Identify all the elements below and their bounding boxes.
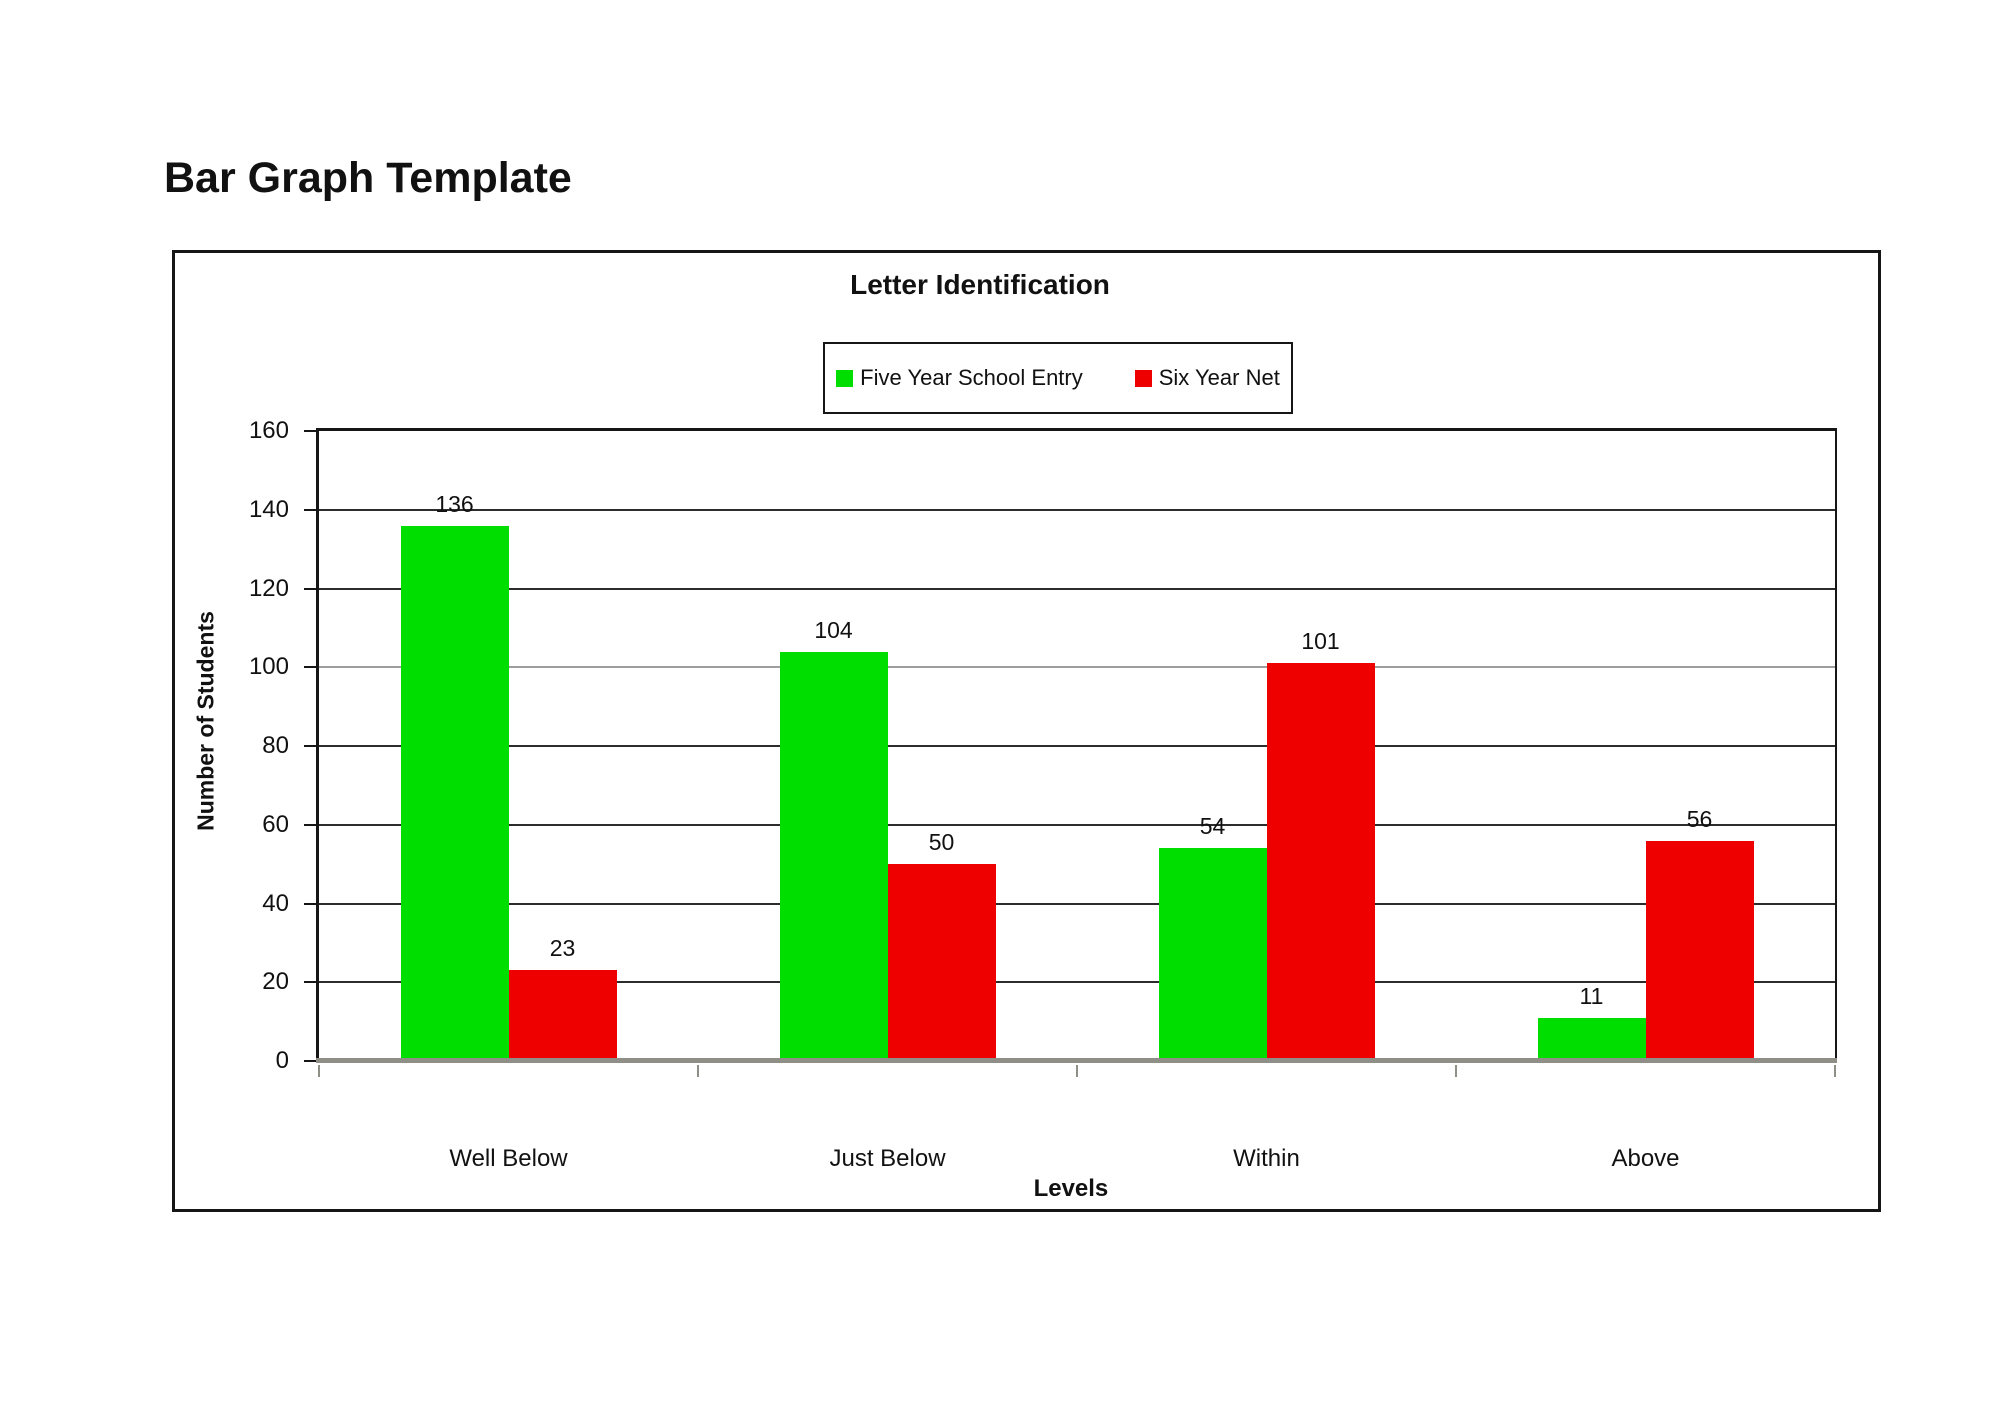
x-axis-tick-2	[1076, 1065, 1078, 1077]
bar-six-year-net-within	[1266, 663, 1375, 1061]
bar-value-label-six-year-net-0: 23	[549, 935, 576, 962]
category-label-0: Well Below	[449, 1145, 568, 1172]
gridline-140	[319, 508, 1835, 511]
x-axis-tick-0	[318, 1065, 320, 1077]
category-label-1: Just Below	[829, 1145, 946, 1172]
bar-six-year-net-well-below	[508, 970, 617, 1061]
bar-six-year-net-above	[1645, 840, 1754, 1061]
x-axis-title: Levels	[1033, 1175, 1109, 1202]
bar-five-year-school-entry-well-below	[400, 525, 509, 1061]
page-title: Bar Graph Template	[164, 154, 572, 202]
gridline-40	[319, 902, 1835, 905]
bar-six-year-net-just-below	[887, 864, 996, 1061]
y-axis-title: Number of Students	[192, 610, 219, 831]
y-axis-tick-0	[304, 1060, 316, 1062]
legend-swatch-red	[1134, 369, 1152, 387]
chart-frame: Letter Identification Five Year School E…	[172, 250, 1881, 1212]
bar-five-year-school-entry-above	[1537, 1017, 1646, 1061]
y-axis-tick-label-0: 0	[275, 1047, 289, 1074]
bar-value-label-five-year-school-entry-0: 136	[435, 490, 474, 517]
y-axis-tick-label-160: 160	[248, 417, 289, 444]
bar-value-label-five-year-school-entry-2: 54	[1199, 813, 1226, 840]
x-axis-tick-3	[1455, 1065, 1457, 1077]
gridline-80	[319, 745, 1835, 747]
y-axis-tick-label-120: 120	[248, 574, 289, 602]
x-axis-tick-4	[1834, 1065, 1836, 1077]
bar-value-label-five-year-school-entry-1: 104	[814, 616, 853, 643]
x-axis-baseline	[316, 1058, 1837, 1063]
bar-value-label-six-year-net-1: 50	[928, 829, 955, 856]
bar-five-year-school-entry-within	[1158, 848, 1267, 1061]
legend-entry-six-year-net: Six Year Net	[1134, 365, 1280, 391]
y-axis-tick-20	[304, 981, 316, 984]
plot-area: Number of Students Levels 0 20 40 60 80 100 12…	[193, 417, 1837, 1202]
gridline-120	[319, 587, 1835, 590]
bar-value-label-six-year-net-2: 101	[1301, 628, 1340, 655]
y-axis-tick-120	[304, 587, 316, 590]
gridline-60	[319, 823, 1835, 826]
y-axis-tick-label-40: 40	[262, 889, 289, 917]
y-axis-tick-60	[304, 823, 316, 826]
legend-label-five-year-school-entry: Five Year School Entry	[860, 365, 1083, 390]
legend-label-six-year-net: Six Year Net	[1158, 365, 1280, 390]
y-axis-tick-160	[304, 430, 316, 432]
y-axis-tick-label-20: 20	[262, 968, 289, 996]
category-label-3: Above	[1611, 1145, 1680, 1172]
bar-five-year-school-entry-just-below	[779, 651, 888, 1061]
gridline-20	[319, 981, 1835, 984]
y-axis-tick-label-60: 60	[262, 810, 289, 838]
y-axis-tick-40	[304, 902, 316, 905]
y-axis-tick-label-140: 140	[248, 495, 289, 523]
gridline-100	[319, 666, 1835, 669]
legend: Five Year School Entry Six Year Net	[823, 342, 1293, 414]
x-axis-tick-1	[697, 1065, 699, 1077]
y-axis-tick-80	[304, 745, 316, 747]
y-axis-tick-100	[304, 666, 316, 669]
legend-entry-five-year-school-entry: Five Year School Entry	[836, 365, 1083, 391]
bar-value-label-six-year-net-3: 56	[1686, 805, 1713, 832]
category-label-2: Within	[1233, 1145, 1300, 1172]
bar-value-label-five-year-school-entry-3: 11	[1579, 982, 1604, 1009]
chart-title: Letter Identification	[850, 269, 1110, 300]
y-axis-tick-label-100: 100	[248, 653, 289, 681]
legend-swatch-green	[836, 369, 854, 387]
y-axis-tick-140	[304, 508, 316, 511]
y-axis-tick-label-80: 80	[262, 732, 289, 759]
